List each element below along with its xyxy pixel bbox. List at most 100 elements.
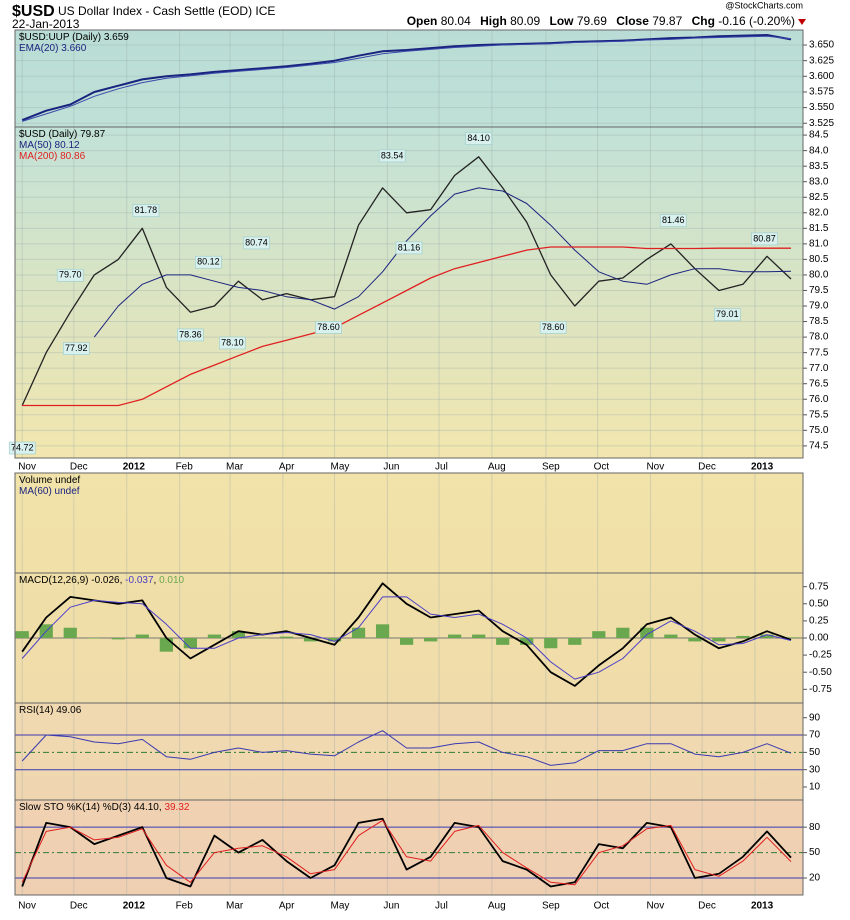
annotation-label: 77.92 [65,343,88,353]
histogram-bar [784,637,798,638]
histogram-bar [111,638,125,640]
histogram-bar [183,638,197,649]
y-tick-label: 80.0 [809,270,829,281]
series-line [21,596,792,680]
histogram-bar [279,636,294,638]
y-tick-label: 3.525 [809,118,834,129]
y-tick-label: 90 [809,712,821,723]
y-tick-label: 70 [809,730,821,741]
annotation-label: 78.10 [221,337,244,347]
y-tick-label: 74.5 [809,441,829,452]
histogram-bar [688,638,702,642]
histogram-bar [592,631,606,638]
annotation-label: 81.78 [135,205,158,215]
histogram-bar [616,627,630,638]
annotation-label: 81.16 [398,242,421,252]
y-tick-label: 79.0 [809,301,829,312]
y-tick-label: 0.50 [809,598,829,609]
histogram-bar [712,638,726,642]
x-tick-label: Dec [698,462,716,473]
y-tick-label: 82.0 [809,207,829,218]
histogram-bar [255,638,270,639]
annotation-box [378,149,406,163]
series-line [93,187,792,338]
legend-text: $USD (Daily) 79.87 [19,129,106,140]
histogram-bar [760,634,774,638]
histogram-bar [303,638,318,642]
annotation-box [315,321,342,334]
y-tick-label: 0.75 [809,581,829,592]
legend-text: $USD:UUP (Daily) 3.659 [19,32,129,43]
y-tick-label: 30 [809,764,821,775]
y-tick-label: 83.0 [809,176,829,187]
y-tick-label: 84.5 [809,130,829,141]
symbol: $USD [12,3,55,20]
histogram-bar [640,627,654,638]
legend-entry: $USD (Daily) 79.87 [19,129,106,140]
panel-background [15,473,803,573]
y-tick-label: 80 [809,822,821,833]
y-tick-label: 50 [809,747,821,758]
y-tick-label: 3.575 [809,87,834,98]
annotation-label: 80.12 [197,257,220,267]
x-tick-label: Feb [176,901,194,912]
histogram-bar [568,638,582,645]
y-tick-label: 10 [809,782,821,793]
annotation-box [751,232,778,246]
y-tick-label: 0.25 [809,616,829,627]
quote-value: 79.69 [577,14,607,28]
annotation-box [395,241,423,255]
legend-text: -0.037 [125,575,154,586]
series-line [21,819,792,886]
histogram-bar [496,638,510,645]
x-tick-label: May [331,462,350,473]
annotation-box [62,342,90,355]
annotation-box [56,268,84,282]
annotation-label: 83.54 [381,150,404,160]
series-line [22,246,791,407]
x-tick-label: Dec [70,901,88,912]
legend-text: , [120,575,126,586]
legend-text: 0.010 [159,575,184,586]
chart-date: 22-Jan-2013 [12,17,80,31]
annotation-box [243,236,270,250]
histogram-bar [448,634,462,638]
y-tick-label: -0.50 [809,667,832,678]
x-tick-label: Jul [435,462,448,473]
annotation-box [465,132,492,145]
quote-value: 80.04 [441,14,471,28]
y-tick-label: 3.600 [809,71,834,82]
y-tick-label: 20 [809,873,821,884]
legend-text: Volume undef [19,475,80,486]
x-tick-label: Sep [542,901,560,912]
legend-text: -0.026 [91,575,120,586]
annotation-box [219,336,246,350]
y-tick-label: 80.5 [809,254,829,265]
x-tick-label: Mar [226,462,244,473]
x-tick-label: Sep [542,462,560,473]
histogram-bar [375,624,390,638]
quote-label: Close [616,14,649,28]
x-tick-label: Dec [698,901,716,912]
y-tick-label: 77.0 [809,363,829,374]
y-tick-label: 3.625 [809,55,834,66]
y-tick-label: 50 [809,847,821,858]
y-tick-label: 82.5 [809,192,829,203]
legend-entry: RSI(14) 49.06 [19,705,82,716]
series-line [21,34,792,122]
y-tick-label: 76.0 [809,394,829,405]
histogram-bar [231,631,246,638]
annotation-label: 79.01 [716,309,739,319]
annotation-box [195,255,222,269]
legend-text: 44.10 [134,802,159,813]
legend-text: RSI(14) 49.06 [19,705,82,716]
quote-line: Open 80.04 High 80.09 Low 79.69 Close 79… [407,14,795,28]
x-tick-label: 2012 [123,462,146,473]
histogram-bar [520,638,534,645]
legend-text: MACD(12,26,9) [19,575,91,586]
y-tick-label: 77.5 [809,347,829,358]
histogram-bar [424,638,438,642]
legend-entry: MA(50) 80.12 [19,140,80,151]
security-name: US Dollar Index - Cash Settle (EOD) ICE [58,4,275,18]
histogram-bar [399,638,414,645]
